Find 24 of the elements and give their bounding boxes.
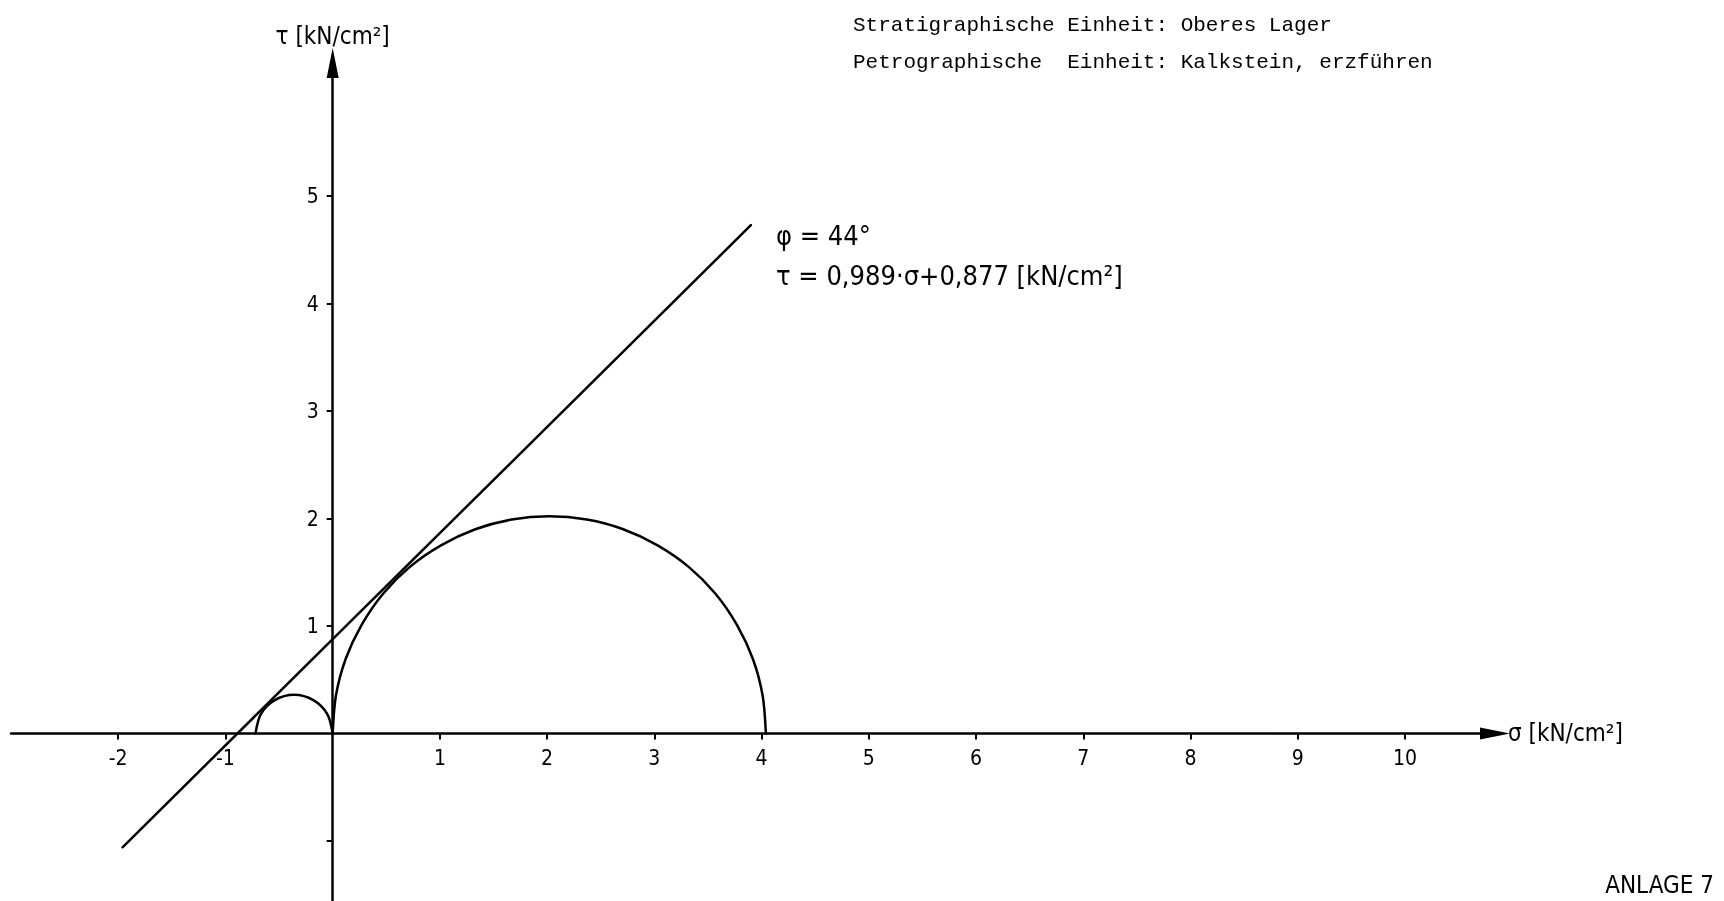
y-axis-title: τ [kN/cm²] bbox=[275, 22, 390, 50]
x-tick-label: 1 bbox=[433, 745, 446, 770]
x-tick-label: 2 bbox=[541, 745, 554, 770]
x-tick-label: 5 bbox=[862, 745, 875, 770]
x-tick-label: 3 bbox=[648, 745, 661, 770]
y-tick-label: 1 bbox=[306, 613, 319, 638]
x-tick-label: 4 bbox=[755, 745, 768, 770]
y-tick-label: 3 bbox=[306, 399, 319, 424]
x-tick-label: -2 bbox=[108, 745, 128, 770]
x-tick-label: 6 bbox=[970, 745, 983, 770]
chart-title: Stratigraphische Einheit: Oberes Lager bbox=[853, 14, 1332, 37]
y-tick-label: 5 bbox=[306, 184, 319, 209]
text: ANLAGE 7 bbox=[1605, 871, 1714, 899]
x-axis-title: σ [kN/cm²] bbox=[1508, 719, 1623, 748]
x-tick-label: 7 bbox=[1077, 745, 1090, 770]
y-tick-label: 2 bbox=[306, 506, 319, 531]
x-tick-label: 10 bbox=[1392, 745, 1417, 770]
annotation: τ = 0,989·σ+0,877 [kN/cm²] bbox=[776, 260, 1123, 291]
x-tick-label: 8 bbox=[1184, 745, 1197, 770]
chart-subtitle: Petrographische Einheit: Kalkstein, erzführen bbox=[853, 51, 1433, 74]
y-tick-label: 4 bbox=[306, 291, 319, 316]
x-tick-label: 9 bbox=[1291, 745, 1304, 770]
annotation: φ = 44° bbox=[776, 220, 871, 251]
x-tick-label: -1 bbox=[216, 745, 235, 770]
